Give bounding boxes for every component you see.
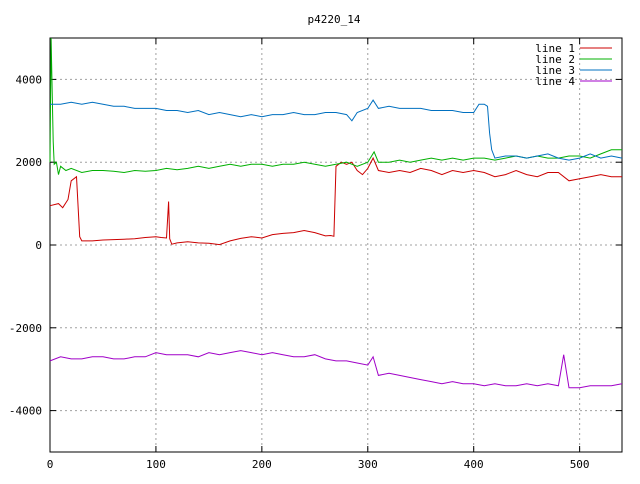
x-tick-label: 500 [570,458,590,471]
series-line-1 [49,156,622,246]
y-tick-label: 2000 [16,156,43,169]
y-tick-label: -4000 [9,405,42,418]
axis-ticks: 0 100 200 300 400 500 -4000 -2000 0 2000 4000 [9,38,622,471]
y-tick-label: 0 [35,239,42,252]
series-lines [49,37,623,389]
x-tick-label: 100 [146,458,166,471]
y-tick-label: -2000 [9,322,42,335]
series-line-2 [49,37,622,175]
legend-label-4: line 4 [535,75,575,88]
legend-label-2: line 2 [535,53,575,66]
x-tick-label: 0 [47,458,54,471]
grid [50,38,622,452]
legend-label-3: line 3 [535,64,575,77]
chart-title: p4220_14 [308,13,361,26]
y-tick-label: 4000 [16,73,43,86]
x-tick-label: 400 [464,458,484,471]
x-tick-label: 200 [252,458,272,471]
x-tick-label: 300 [358,458,378,471]
series-line-3 [50,99,623,161]
series-line-4 [49,350,623,389]
legend-label-1: line 1 [535,42,575,55]
